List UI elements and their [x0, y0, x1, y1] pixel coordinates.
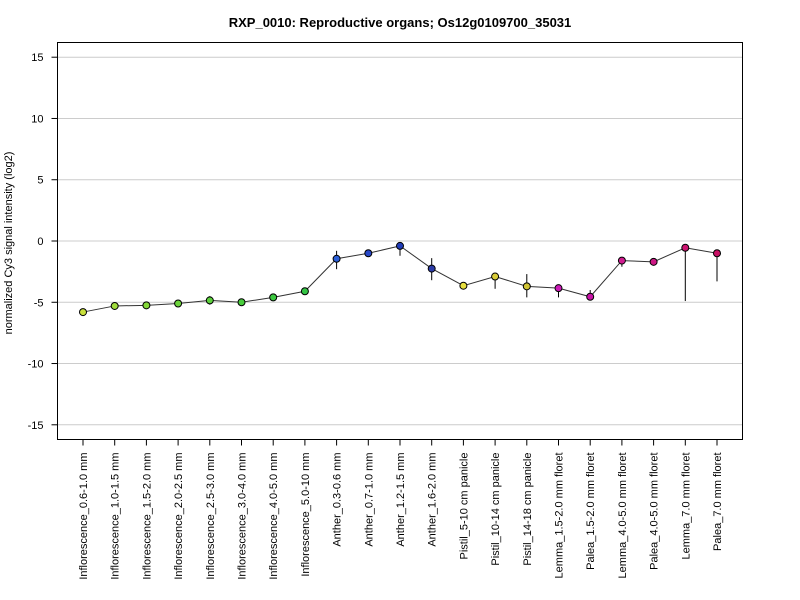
y-tick-label: 15 — [31, 52, 43, 64]
x-tick-label: Lemma_4.0-5.0 mm floret — [617, 453, 629, 579]
x-tick-label: Pistil_14-18 cm panicle — [522, 453, 534, 566]
x-tick-label: Pistil_5-10 cm panicle — [458, 453, 470, 560]
data-point — [332, 254, 341, 263]
y-tick-label: 0 — [37, 236, 43, 248]
x-tick-label: Inflorescence_1.0-1.5 mm — [110, 453, 122, 580]
x-tick-label: Anther_0.7-1.0 mm — [363, 453, 375, 547]
x-tick-label: Lemma_7.0 mm floret — [680, 453, 692, 560]
data-point — [491, 272, 500, 281]
x-tick-label: Inflorescence_1.5-2.0 mm — [141, 453, 153, 580]
data-point — [237, 298, 246, 307]
data-points — [79, 241, 721, 317]
x-tick-label: Inflorescence_4.0-5.0 mm — [268, 453, 280, 580]
data-point — [110, 301, 119, 310]
data-point — [174, 299, 183, 308]
chart-title: RXP_0010: Reproductive organs; Os12g0109… — [229, 15, 572, 30]
x-tick-label: Inflorescence_5.0-10 mm — [300, 453, 312, 577]
plot-frame — [57, 42, 743, 440]
data-point — [522, 282, 531, 291]
x-tick-label: Palea_4.0-5.0 mm floret — [649, 453, 661, 570]
x-tick-label: Palea_7.0 mm floret — [712, 453, 724, 551]
data-point — [427, 264, 436, 273]
data-point — [649, 257, 658, 266]
y-axis-label: normalized Cy3 signal intensity (log2) — [3, 152, 15, 335]
y-tick-label: -5 — [34, 297, 44, 309]
data-point — [142, 301, 151, 310]
data-point — [300, 287, 309, 296]
data-point — [554, 284, 563, 293]
x-tick-label: Pistil_10-14 cm panicle — [490, 453, 502, 566]
x-tick-label: Inflorescence_0.6-1.0 mm — [78, 453, 90, 580]
data-point — [364, 249, 373, 258]
data-point — [79, 308, 87, 317]
x-tick-label: Anther_1.2-1.5 mm — [395, 453, 407, 547]
x-tick-label: Inflorescence_2.0-2.5 mm — [173, 453, 185, 580]
y-axis: -15 -10 -5 0 5 10 15 — [28, 52, 58, 432]
data-point — [586, 292, 595, 301]
data-point — [396, 241, 404, 250]
y-tick-label: 10 — [31, 113, 43, 125]
y-tick-label: -10 — [28, 359, 44, 371]
y-tick-label: -15 — [28, 420, 44, 432]
data-point — [713, 249, 721, 258]
x-tick-label: Anther_1.6-2.0 mm — [427, 453, 439, 547]
x-tick-label: Inflorescence_3.0-4.0 mm — [237, 453, 249, 580]
data-point — [459, 281, 468, 290]
gridlines — [57, 56, 743, 426]
data-point — [681, 243, 690, 252]
data-point — [269, 293, 278, 302]
x-axis: Inflorescence_0.6-1.0 mm Inflorescence_1.… — [78, 439, 724, 580]
x-tick-label: Anther_0.3-0.6 mm — [332, 453, 344, 547]
x-tick-label: Lemma_1.5-2.0 mm floret — [554, 453, 566, 579]
data-point — [205, 296, 214, 305]
x-tick-label: Inflorescence_2.5-3.0 mm — [205, 453, 217, 580]
data-point — [617, 256, 626, 265]
x-tick-label: Palea_1.5-2.0 mm floret — [585, 453, 597, 570]
y-tick-label: 5 — [37, 175, 43, 187]
